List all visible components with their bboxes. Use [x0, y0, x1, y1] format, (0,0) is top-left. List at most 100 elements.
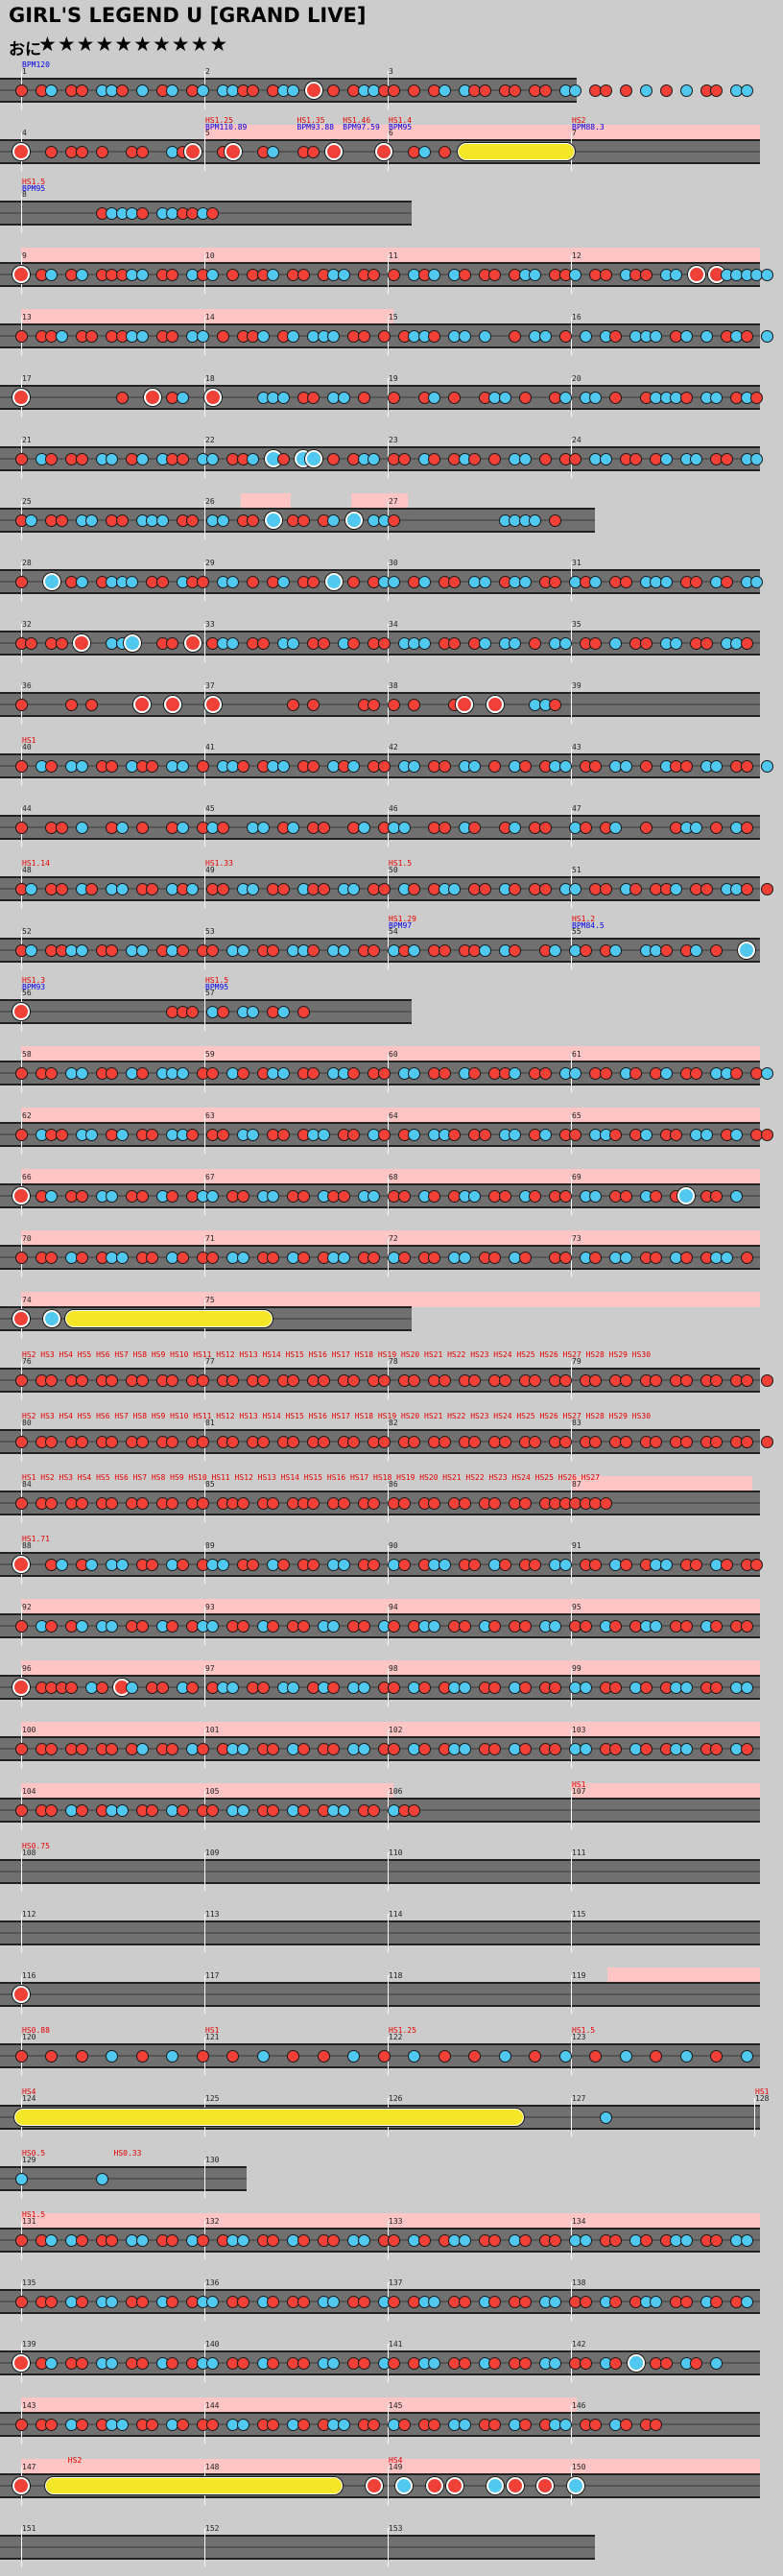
- measure-number: 38: [389, 681, 398, 690]
- ka-note: [135, 1742, 149, 1755]
- ka-note: [659, 1558, 673, 1571]
- ka-note: [529, 268, 541, 281]
- lane-border: [0, 1268, 760, 1270]
- big-don-note: [12, 2354, 30, 2372]
- measure-number: 69: [572, 1173, 581, 1181]
- don-note: [468, 1066, 481, 1080]
- don-note: [368, 1803, 380, 1817]
- don-note: [75, 1435, 88, 1448]
- ka-note: [569, 268, 581, 281]
- event-label: HS2: [572, 116, 586, 125]
- ka-note: [166, 83, 178, 97]
- don-note: [55, 513, 68, 527]
- big-don-note: [12, 1003, 30, 1020]
- bar-line: [571, 1238, 572, 1276]
- don-note: [377, 636, 391, 650]
- don-note: [196, 1435, 209, 1448]
- don-note: [388, 268, 400, 281]
- measure-number: 135: [22, 2278, 36, 2287]
- lane-border: [0, 1636, 760, 1638]
- lane-border: [0, 224, 412, 226]
- measure-number: 57: [205, 989, 215, 997]
- ka-note: [679, 329, 693, 343]
- don-note: [377, 1066, 391, 1080]
- ka-note: [267, 1189, 279, 1203]
- bar-line: [21, 2528, 22, 2566]
- don-note: [135, 1496, 149, 1510]
- ka-note: [196, 329, 209, 343]
- measure-number: 109: [205, 1849, 220, 1857]
- don-note: [14, 1496, 28, 1510]
- gogo-section: [21, 1230, 760, 1246]
- don-note: [549, 575, 561, 588]
- measure-number: 113: [205, 1910, 220, 1919]
- big-don-note: [203, 696, 222, 713]
- ka-note: [135, 329, 149, 343]
- big-ka-note: [42, 573, 60, 590]
- ka-note: [206, 1619, 219, 1633]
- ka-note: [85, 1558, 98, 1571]
- lane-border: [0, 1882, 760, 1884]
- ka-note: [417, 145, 431, 158]
- don-note: [45, 2418, 58, 2431]
- don-note: [14, 2233, 28, 2247]
- don-note: [488, 2233, 501, 2247]
- measure-number: 149: [389, 2463, 403, 2471]
- don-note: [679, 1619, 693, 1633]
- measure-number: 52: [22, 927, 32, 936]
- don-note: [206, 1251, 219, 1264]
- ka-note: [509, 821, 521, 834]
- bar-line: [21, 1852, 22, 1891]
- don-note: [740, 759, 753, 773]
- lane-border: [0, 569, 760, 571]
- ka-note: [226, 636, 239, 650]
- measure-number: 127: [572, 2094, 586, 2103]
- don-note: [579, 943, 592, 957]
- don-note: [176, 1558, 189, 1571]
- don-note: [307, 1558, 320, 1571]
- score-row: 40 41 42 43 HS1: [0, 733, 773, 795]
- gogo-section: [21, 2213, 760, 2229]
- ka-note: [357, 1742, 370, 1755]
- ka-note: [106, 2295, 118, 2308]
- drumroll-note: [63, 1309, 273, 1328]
- ka-note: [760, 759, 773, 773]
- ka-note: [428, 391, 440, 404]
- ka-note: [639, 1128, 652, 1141]
- bar-line: [571, 1177, 572, 1215]
- ka-note: [509, 636, 521, 650]
- big-don-note: [12, 1556, 30, 1573]
- don-note: [609, 329, 622, 343]
- measure-number: 100: [22, 1726, 36, 1734]
- ka-note: [368, 452, 380, 465]
- event-label: HS1.3: [22, 976, 46, 985]
- ka-note: [619, 1251, 632, 1264]
- lane-border: [0, 2473, 760, 2475]
- don-note: [75, 1742, 88, 1755]
- don-note: [347, 575, 360, 588]
- bar-line: [204, 1975, 205, 2014]
- don-note: [196, 1496, 209, 1510]
- ka-note: [337, 1558, 350, 1571]
- bar-line: [571, 1914, 572, 1952]
- ka-note: [368, 1189, 380, 1203]
- ka-note: [740, 2295, 753, 2308]
- gogo-section: [21, 1722, 760, 1737]
- don-note: [155, 1681, 169, 1694]
- don-note: [710, 1681, 723, 1694]
- don-note: [14, 1373, 28, 1387]
- don-note: [267, 1619, 279, 1633]
- ka-note: [75, 575, 88, 588]
- don-note: [529, 1189, 541, 1203]
- don-note: [297, 268, 310, 281]
- don-note: [509, 83, 521, 97]
- ka-note: [549, 2295, 561, 2308]
- don-note: [740, 1435, 753, 1448]
- measure-number: 5: [205, 129, 210, 137]
- don-note: [135, 1189, 149, 1203]
- don-note: [166, 636, 178, 650]
- event-label: BPM120: [22, 60, 50, 69]
- don-note: [408, 1803, 420, 1817]
- don-note: [226, 1373, 239, 1387]
- don-note: [14, 575, 28, 588]
